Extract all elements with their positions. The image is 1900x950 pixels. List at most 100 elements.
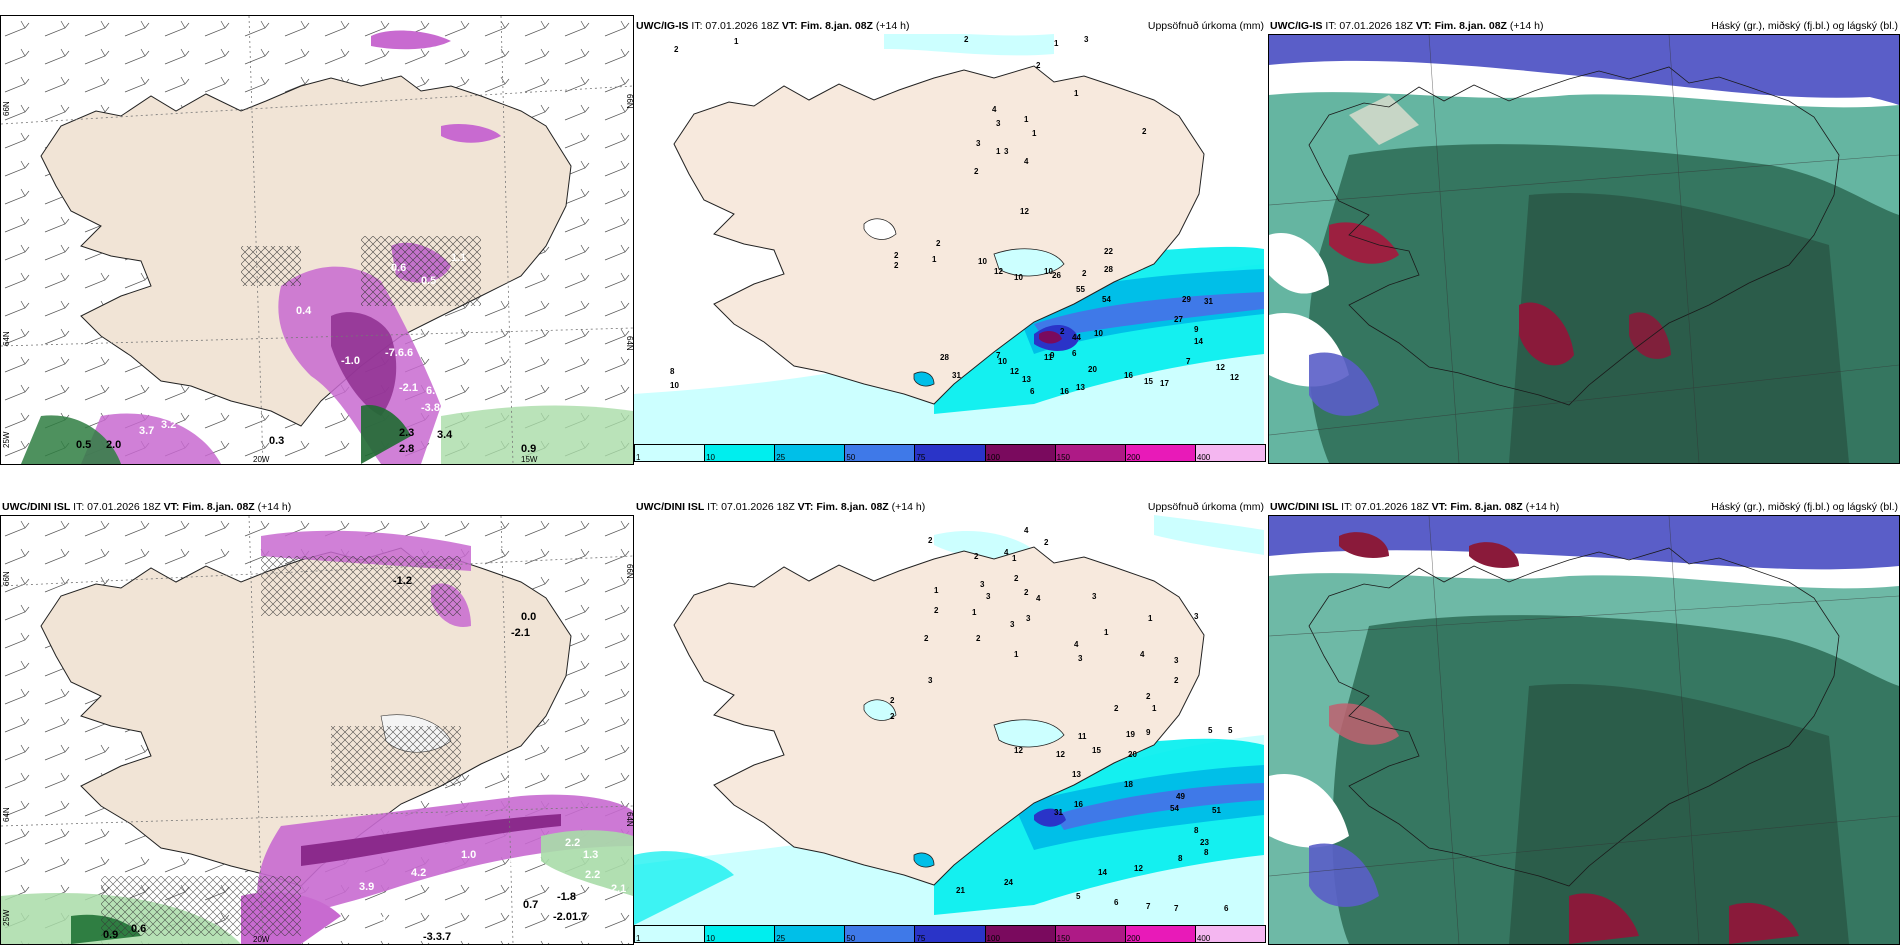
precip-value-label: 1 <box>1032 129 1037 138</box>
temp-label: 1.1 <box>451 252 466 264</box>
temp-label: -2.1 <box>399 382 418 394</box>
precip-title-1: Uppsöfnuð úrkoma (mm) <box>1147 20 1264 32</box>
precip-value-label: 12 <box>1010 367 1019 376</box>
precip-value-label: 2 <box>1014 574 1019 583</box>
precip-value-label: 4 <box>1140 650 1145 659</box>
temp-label: 1.6 <box>381 915 396 927</box>
precip-value-label: 2 <box>1060 327 1065 336</box>
precip-map-1[interactable]: 2 1 2 1 3 4 3 1 1 3 3 4 2 1 2 12 12 10 10 26 22 28 55 54 29 31 27 9… <box>634 34 1264 444</box>
precip-value-label: 3 <box>1174 656 1179 665</box>
cloud-map-1[interactable] <box>1268 34 1900 464</box>
precip-value-label: 16 <box>1060 387 1069 396</box>
precip-value-label: 9 <box>1194 325 1199 334</box>
precip-header-2: UWC/DINI ISL IT: 07.01.2026 18Z VT: Fim.… <box>636 501 926 513</box>
colorbar-cell: 100 <box>985 445 1056 462</box>
precip-value-label: 24 <box>1004 878 1013 887</box>
precip-value-label: 4 <box>1074 640 1079 649</box>
precip-colorbar-2: 1 10 25 50 75 100 150 200 400 <box>634 925 1266 943</box>
temp-label: 0.4 <box>296 305 312 317</box>
precip-value-label: 49 <box>1176 792 1185 801</box>
precip-value-label: 12 <box>1230 373 1239 382</box>
temp-label: 2.3 <box>399 427 414 439</box>
colorbar-label: 25 <box>776 934 786 943</box>
precip-value-label: 2 <box>1024 588 1029 597</box>
precip-value-label: 20 <box>1088 365 1097 374</box>
colorbar-cell: 25 <box>775 926 846 943</box>
colorbar-label: 400 <box>1196 453 1211 462</box>
precip-panel-1: UWC/IG-IS IT: 07.01.2026 18Z VT: Fim. 8.… <box>634 12 1266 464</box>
temp-label: 6.9 <box>426 385 441 397</box>
precip-value-label: 13 <box>1072 770 1081 779</box>
precip-value-label: 3 <box>1004 147 1009 156</box>
colorbar-cell: 200 <box>1125 445 1196 462</box>
temp-label: 0.7 <box>523 899 538 911</box>
precip-value-label: 1 <box>1148 614 1153 623</box>
colorbar-cell: 75 <box>915 926 986 943</box>
cloud-header-2: UWC/DINI ISL IT: 07.01.2026 18Z VT: Fim.… <box>1270 501 1560 513</box>
precip-value-label: 22 <box>1104 247 1113 256</box>
precip-value-label: 23 <box>1200 838 1209 847</box>
precip-value-label: 7 <box>1146 902 1151 911</box>
temp-map-2[interactable]: -1.2 -2.1 0.0 1.0 4.2 3.9 3.1 1.6 2.2 2.… <box>0 515 634 945</box>
precip-value-label: 4 <box>1024 526 1029 535</box>
temp-label: 0.6 <box>391 262 406 274</box>
cloud-panel-1: UWC/IG-IS IT: 07.01.2026 18Z VT: Fim. 8.… <box>1268 12 1900 464</box>
precip-value-label: 1 <box>1054 39 1059 48</box>
precip-value-label: 31 <box>1204 297 1213 306</box>
precip-value-label: 7 <box>996 351 1001 360</box>
colorbar-cell: 150 <box>1055 926 1126 943</box>
precip-value-label: 1 <box>934 586 939 595</box>
precip-value-label: 3 <box>1010 620 1015 629</box>
precip-value-label: 3 <box>1092 592 1097 601</box>
precip-value-label: 44 <box>1072 333 1081 342</box>
precip-value-label: 2 <box>890 712 895 721</box>
precip-value-label: 8 <box>1194 826 1199 835</box>
precip-value-label: 2 <box>1174 676 1179 685</box>
row-1: UWC/IG-IS IT: 07.01.2026 18Z VT: Fim. 8.… <box>0 12 1900 465</box>
temp-label: 1.0 <box>461 849 476 861</box>
cloud-panel-2: UWC/DINI ISL IT: 07.01.2026 18Z VT: Fim.… <box>1268 493 1900 945</box>
precip-value-label: 31 <box>952 371 961 380</box>
cloud-title-2: Háský (gr.), miðský (fj.bl.) og lágský (… <box>1711 501 1898 513</box>
precip-value-label: 2 <box>1146 692 1151 701</box>
precip-value-label: 2 <box>1142 127 1147 136</box>
precip-value-label: 1 <box>996 147 1001 156</box>
temp-label: 3.4 <box>437 429 453 441</box>
temp-map-1[interactable]: 0.5 2.0 3.7 3.2 0.4 -1.0 -7.6.6 -2.1 -3.… <box>0 15 634 465</box>
lat-label: 64N <box>2 331 11 346</box>
precip-value-label: 28 <box>940 353 949 362</box>
lon-label: 15W <box>521 455 538 464</box>
temp-label: -3.8 <box>421 402 440 414</box>
precip-colorbar-1: 1 10 25 50 75 100 150 200 400 <box>634 444 1266 462</box>
precip-value-label: 20 <box>1128 750 1137 759</box>
precip-value-label: 16 <box>1074 800 1083 809</box>
precip-value-label: 2 <box>1044 538 1049 547</box>
colorbar-cell: 75 <box>915 445 986 462</box>
iceland-land <box>673 65 1205 405</box>
colorbar-label: 10 <box>706 934 716 943</box>
row-2: UWC/DINI ISL IT: 07.01.2026 18Z VT: Fim.… <box>0 493 1900 945</box>
precip-value-label: 14 <box>1098 868 1107 877</box>
precip-value-label: 5 <box>1208 726 1213 735</box>
precip-value-label: 7 <box>1174 904 1179 913</box>
colorbar-label: 1 <box>636 934 641 943</box>
colorbar-label: 50 <box>846 453 856 462</box>
precip-value-label: 8 <box>1178 854 1183 863</box>
precip-value-label: 12 <box>1056 750 1065 759</box>
precip-value-label: 2 <box>1082 269 1087 278</box>
colorbar-cell: 400 <box>1195 445 1265 462</box>
precip-value-label: 10 <box>1094 329 1103 338</box>
temp-label: -3.3.7 <box>423 931 451 943</box>
precip-value-label: 3 <box>928 676 933 685</box>
precip-value-label: 8 <box>1204 848 1209 857</box>
cloud-map-2[interactable] <box>1268 515 1900 945</box>
precip-value-label: 21 <box>956 886 965 895</box>
temp-label: 0.6 <box>131 923 146 935</box>
colorbar-label: 25 <box>776 453 786 462</box>
precip-map-2[interactable]: 4 2 4 2 2 1 2 2 3 3 4 1 2 3 2 1 3 2 1 4 3 1 4 3 1 3 3 2 2 1 2 12 12 15 11 1… <box>634 515 1264 925</box>
precip-value-label: 4 <box>1004 548 1009 557</box>
precip-value-label: 3 <box>980 580 985 589</box>
